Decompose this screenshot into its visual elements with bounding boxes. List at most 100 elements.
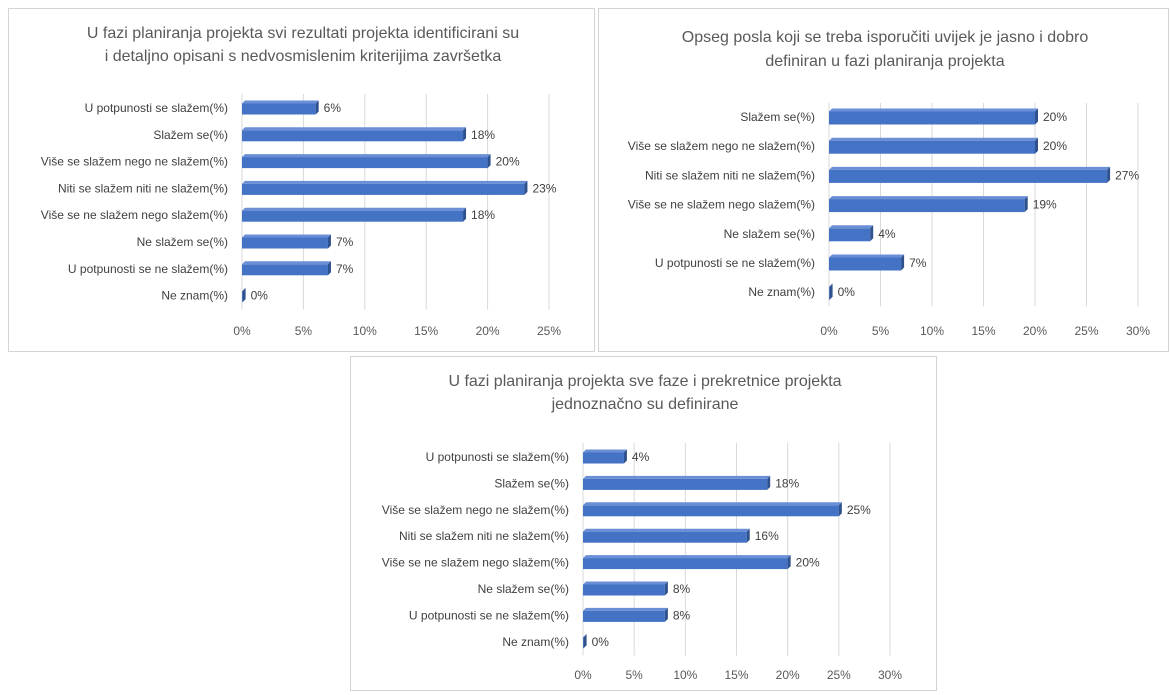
category-label: Više se slažem nego ne slažem(%) — [41, 155, 228, 169]
data-label: 7% — [909, 256, 927, 270]
category-label: U potpunosti se slažem(%) — [85, 101, 228, 115]
data-label: 20% — [1043, 110, 1067, 124]
x-tick-label: 20% — [776, 668, 800, 682]
bar-top-face — [242, 207, 467, 211]
chart-title-line: Opseg posla koji se treba isporučiti uvi… — [682, 29, 1089, 46]
chart-svg: Opseg posla koji se treba isporučiti uvi… — [628, 29, 1151, 338]
data-label: 23% — [532, 181, 556, 195]
data-label: 18% — [471, 128, 495, 142]
bar — [829, 254, 905, 271]
bar-front-face — [829, 286, 830, 300]
bar — [583, 581, 668, 596]
bar-front-face — [242, 103, 316, 115]
bar-side-face — [838, 502, 842, 517]
bar-side-face — [327, 261, 331, 276]
category-label: Ne znam(%) — [748, 285, 815, 299]
x-tick-label: 15% — [724, 668, 748, 682]
x-tick-label: 15% — [971, 324, 995, 338]
bar-front-face — [583, 531, 747, 543]
category-label: Više se slažem nego ne slažem(%) — [628, 139, 815, 153]
category-label: U potpunosti se ne slažem(%) — [409, 608, 569, 622]
data-label: 18% — [471, 208, 495, 222]
bar-top-face — [242, 261, 331, 265]
category-label: Ne slažem se(%) — [137, 235, 228, 249]
bar — [829, 196, 1028, 213]
bar-side-face — [746, 528, 750, 543]
bar-top-face — [829, 166, 1111, 170]
data-label: 20% — [796, 556, 820, 570]
bar-top-face — [242, 288, 246, 292]
bar-top-face — [583, 449, 627, 453]
bar-side-face — [463, 207, 467, 222]
bar-side-face — [327, 234, 331, 249]
category-label: U potpunosti se slažem(%) — [426, 450, 569, 464]
x-tick-label: 15% — [414, 324, 438, 338]
x-tick-label: 30% — [878, 668, 902, 682]
bar-front-face — [583, 452, 624, 464]
bar — [583, 502, 842, 517]
bar-top-face — [583, 502, 842, 506]
x-tick-label: 25% — [1074, 324, 1098, 338]
bar-side-face — [767, 475, 771, 490]
data-label: 19% — [1033, 198, 1057, 212]
x-tick-label: 25% — [537, 324, 561, 338]
data-label: 20% — [1043, 139, 1067, 153]
bar — [829, 137, 1038, 154]
chart-title-line: jednoznačno su definirane — [551, 396, 739, 413]
x-tick-label: 0% — [820, 324, 838, 338]
category-label: Više se ne slažem nego slažem(%) — [628, 198, 815, 212]
bar-side-face — [1024, 196, 1028, 213]
bar — [242, 180, 528, 195]
category-label: Slažem se(%) — [494, 476, 569, 490]
data-label: 27% — [1115, 168, 1139, 182]
bar-front-face — [583, 505, 839, 517]
data-label: 7% — [336, 235, 354, 249]
bar-side-face — [623, 449, 627, 464]
bar — [583, 528, 750, 543]
bar-front-face — [583, 478, 768, 490]
category-label: Ne znam(%) — [502, 635, 569, 649]
x-tick-label: 0% — [574, 668, 592, 682]
bar-side-face — [664, 607, 668, 622]
bar-side-face — [315, 100, 319, 115]
bar-top-face — [583, 581, 668, 585]
data-label: 25% — [847, 503, 871, 517]
x-tick-label: 25% — [827, 668, 851, 682]
bar-front-face — [242, 130, 464, 142]
bar — [242, 207, 467, 222]
bar-side-face — [901, 254, 905, 271]
chart-svg: U fazi planiranja projekta svi rezultati… — [41, 25, 562, 338]
bar — [583, 475, 771, 490]
bar-top-face — [829, 283, 833, 287]
chart-title-line: U fazi planiranja projekta svi rezultati… — [87, 25, 519, 42]
bar-side-face — [242, 288, 246, 303]
bar-side-face — [1107, 166, 1111, 183]
bar-front-face — [583, 610, 665, 622]
x-tick-label: 5% — [295, 324, 313, 338]
bar-top-face — [829, 108, 1038, 112]
bar — [829, 166, 1111, 183]
bar-top-face — [583, 555, 791, 559]
chart-title-line: definiran u fazi planiranja projekta — [765, 53, 1004, 70]
bar — [242, 261, 331, 276]
bar-top-face — [829, 225, 874, 229]
bar-top-face — [583, 634, 587, 638]
chart-panel-phases-milestones: U fazi planiranja projekta sve faze i pr… — [350, 356, 937, 691]
category-label: Niti se slažem niti ne slažem(%) — [399, 529, 569, 543]
data-label: 4% — [632, 450, 650, 464]
bar — [583, 634, 587, 649]
bar-top-face — [242, 127, 467, 131]
x-tick-label: 0% — [233, 324, 251, 338]
chart-panel-scope-defined: Opseg posla koji se treba isporučiti uvi… — [598, 8, 1169, 352]
bar — [242, 154, 491, 169]
data-label: 0% — [251, 289, 269, 303]
data-label: 8% — [673, 582, 691, 596]
category-label: U potpunosti se ne slažem(%) — [68, 262, 228, 276]
category-label: Više se ne slažem nego slažem(%) — [41, 208, 228, 222]
bar-side-face — [524, 180, 528, 195]
bar — [583, 449, 627, 464]
x-tick-label: 30% — [1126, 324, 1150, 338]
bar-front-face — [829, 257, 902, 271]
bar-front-face — [583, 637, 584, 649]
bar-side-face — [463, 127, 467, 142]
